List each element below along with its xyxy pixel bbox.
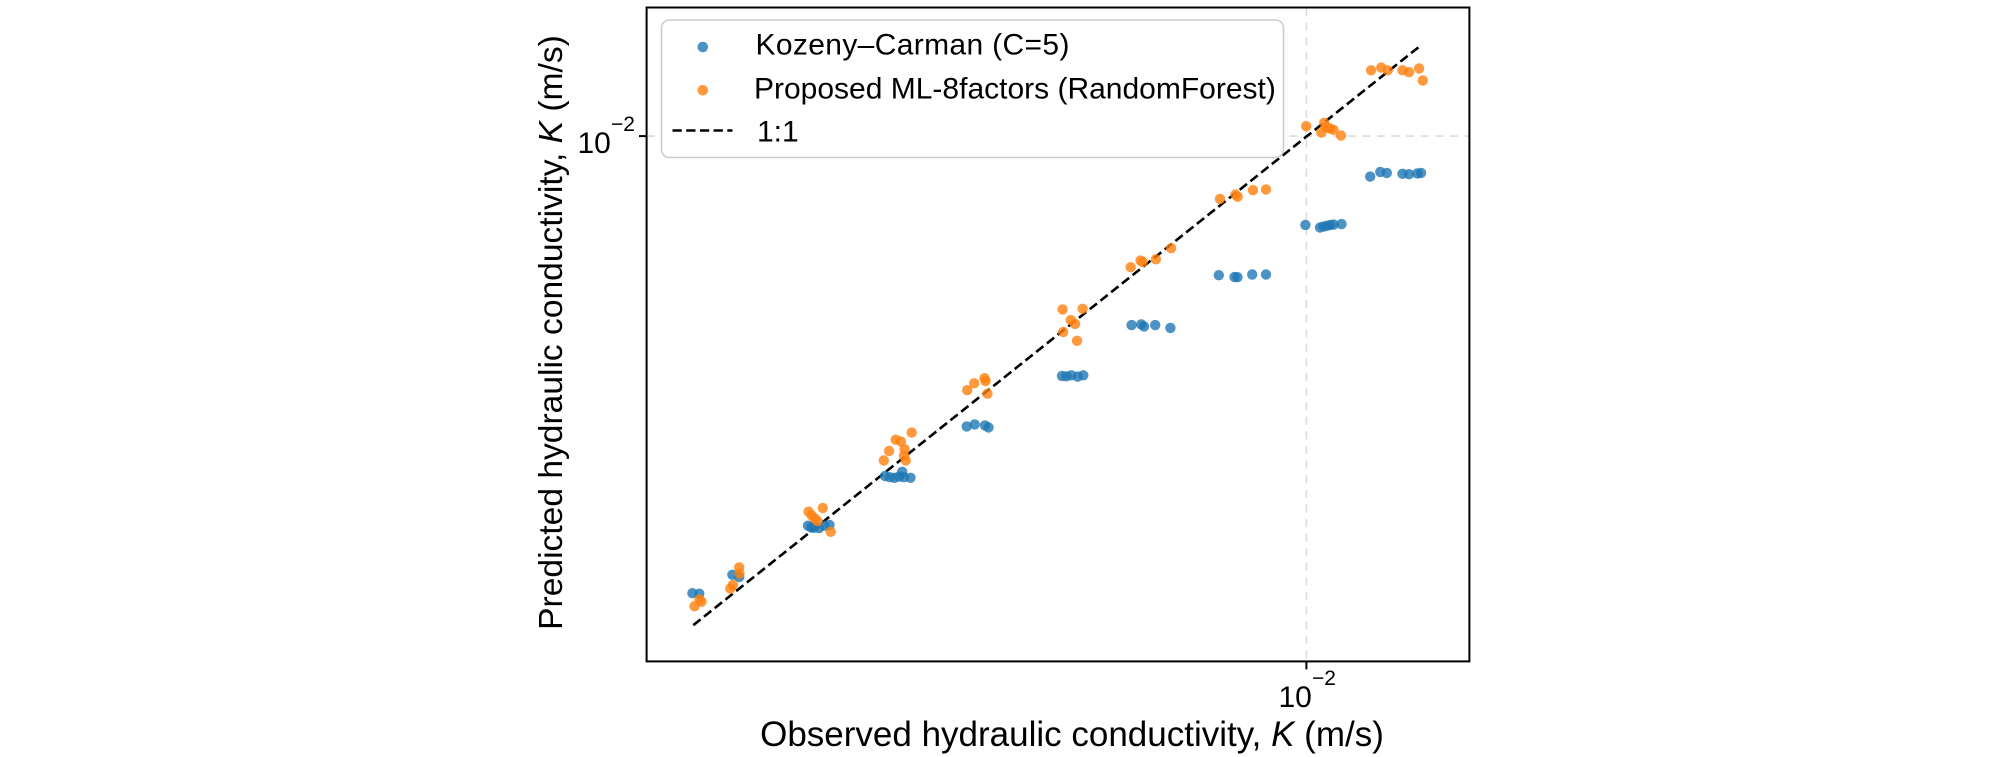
svg-text:Observed hydraulic conductivit: Observed hydraulic conductivity, K (m/s) xyxy=(760,715,1384,754)
svg-text:1:1: 1:1 xyxy=(757,116,799,149)
svg-text:Proposed ML-8factors (RandomFo: Proposed ML-8factors (RandomForest) xyxy=(754,73,1276,106)
svg-text:10: 10 xyxy=(578,127,611,160)
svg-text:−2: −2 xyxy=(611,113,635,136)
svg-text:Predicted hydraulic conductivi: Predicted hydraulic conductivity, K (m/s… xyxy=(533,35,570,630)
svg-text:Kozeny–Carman (C=5): Kozeny–Carman (C=5) xyxy=(756,29,1070,62)
svg-text:−2: −2 xyxy=(1312,667,1336,690)
svg-text:10: 10 xyxy=(1279,681,1312,714)
